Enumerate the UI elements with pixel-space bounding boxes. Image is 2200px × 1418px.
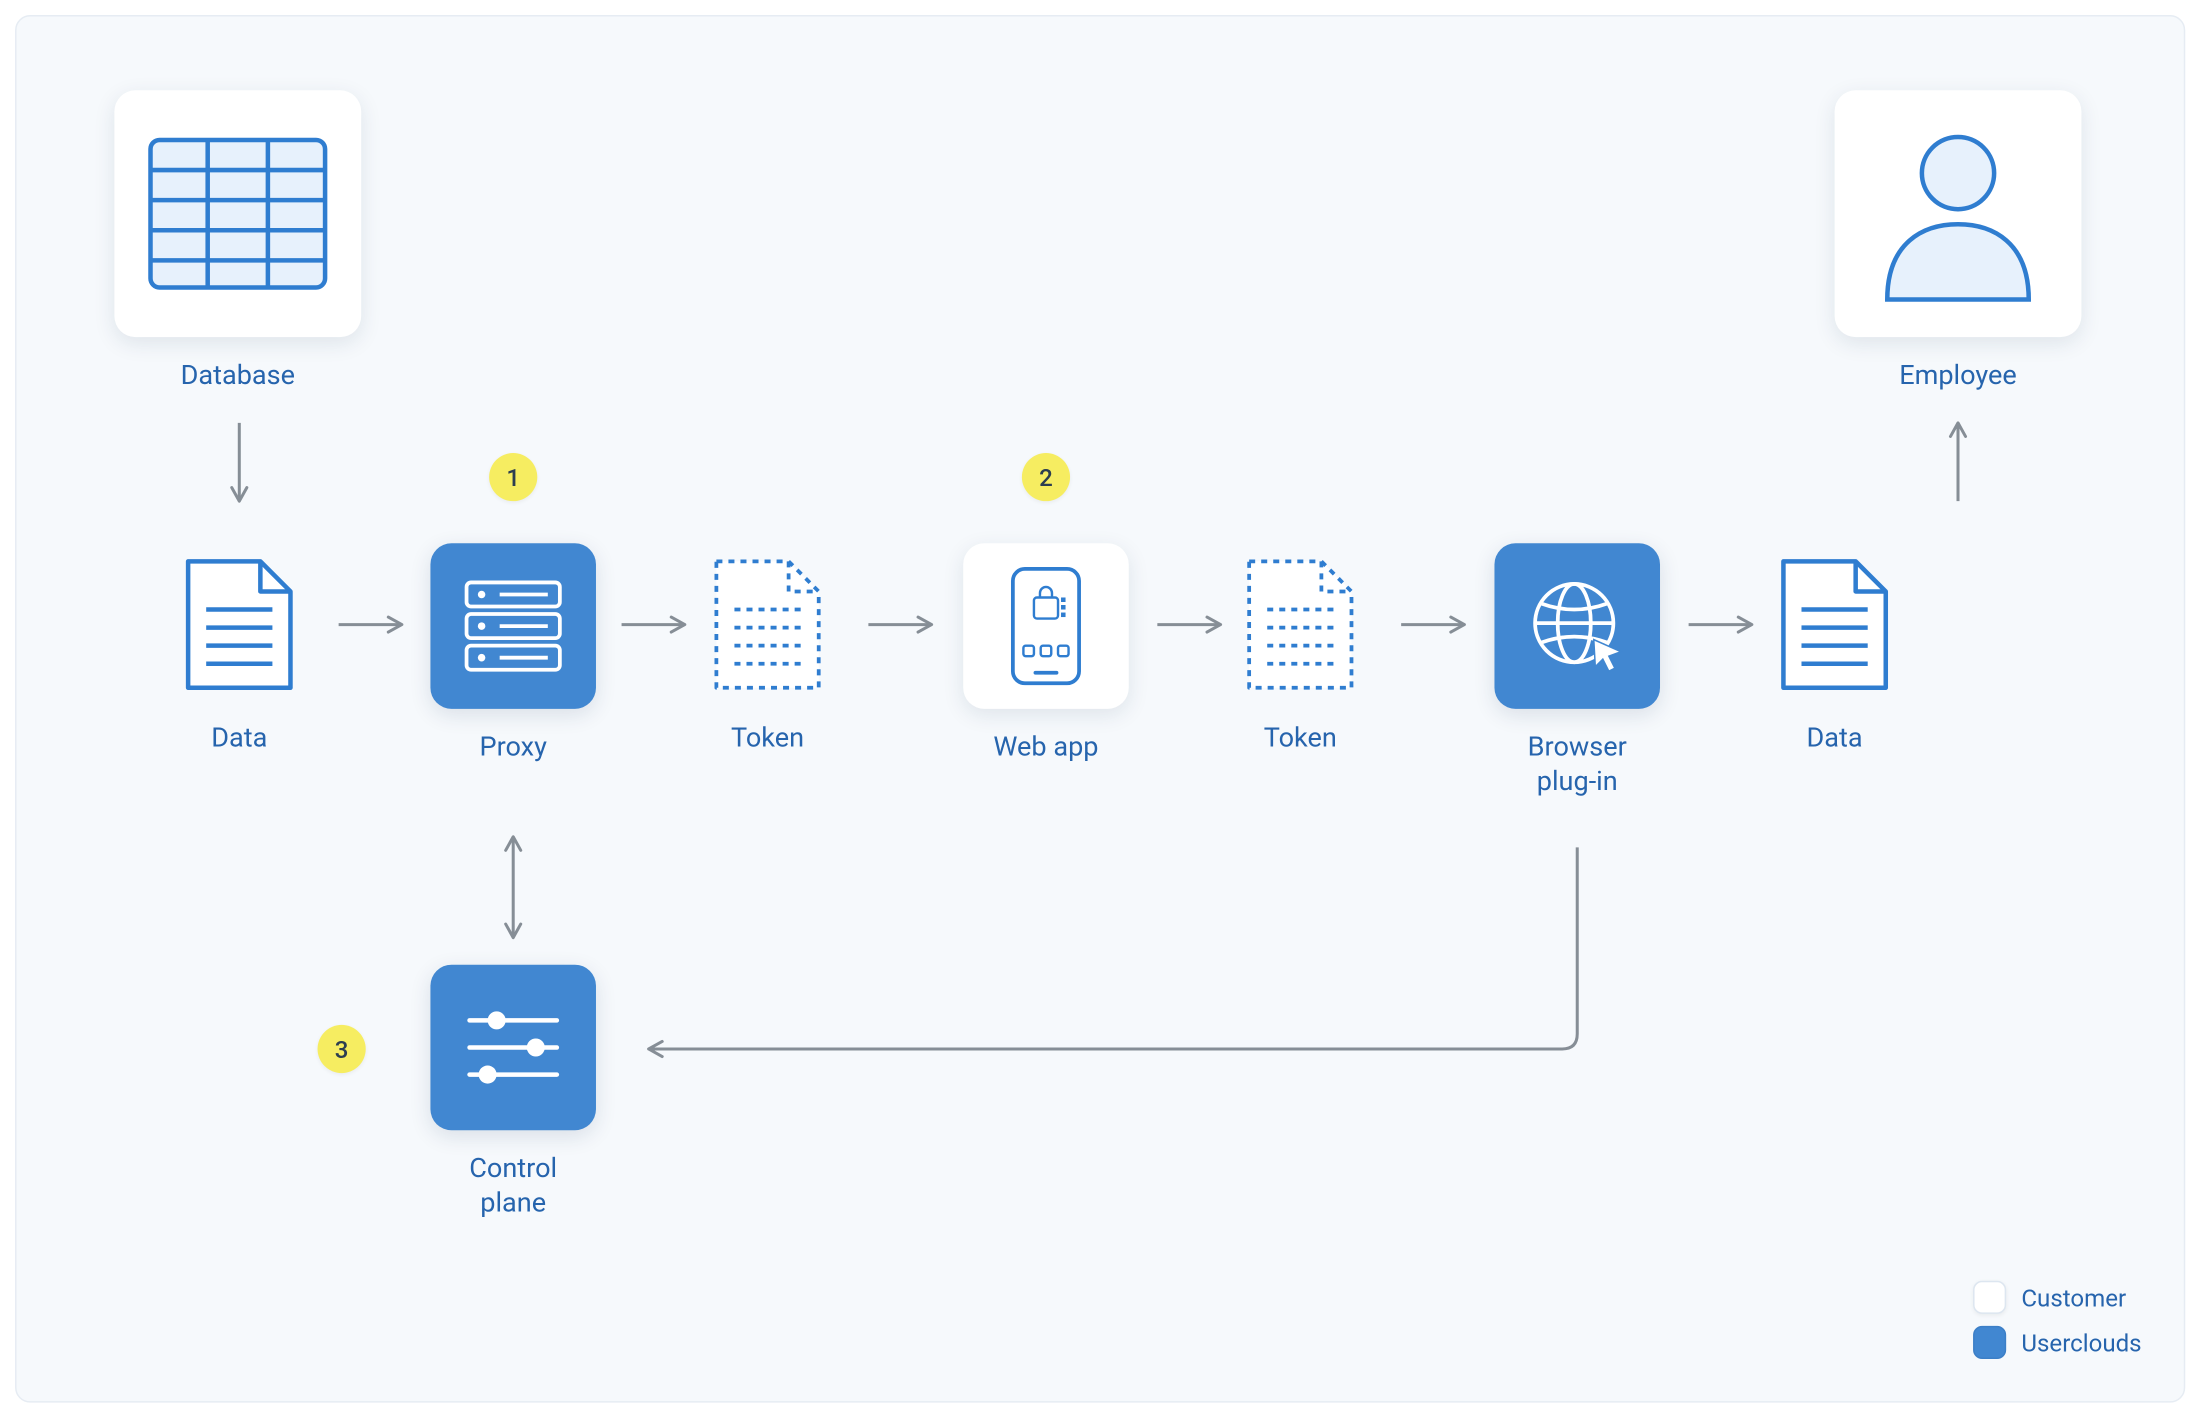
- arrow-proxy-control: [506, 837, 521, 938]
- arrow-token1-webapp: [868, 617, 931, 632]
- legend-customer-swatch: [1973, 1281, 2006, 1314]
- legend-userclouds-label: Userclouds: [2021, 1328, 2141, 1357]
- arrow-webapp-token2: [1157, 617, 1220, 632]
- diagram-frame: Database Employee Data: [15, 15, 2185, 1403]
- legend-customer: Customer: [1973, 1281, 2141, 1314]
- legend-userclouds: Userclouds: [1973, 1326, 2141, 1359]
- arrow-token2-browser: [1401, 617, 1464, 632]
- legend-userclouds-swatch: [1973, 1326, 2006, 1359]
- legend-customer-label: Customer: [2021, 1283, 2126, 1312]
- arrow-emp-up: [1950, 423, 1965, 501]
- diagram-canvas: Database Employee Data: [0, 0, 2200, 1418]
- arrow-proxy-token1: [622, 617, 685, 632]
- legend: Customer Userclouds: [1973, 1269, 2141, 1359]
- arrow-data1-proxy: [339, 617, 402, 632]
- arrow-bp-to-control: [649, 847, 1578, 1056]
- arrow-db-down: [232, 423, 247, 501]
- arrows-layer: [17, 17, 2187, 1405]
- arrow-browser-data2: [1689, 617, 1752, 632]
